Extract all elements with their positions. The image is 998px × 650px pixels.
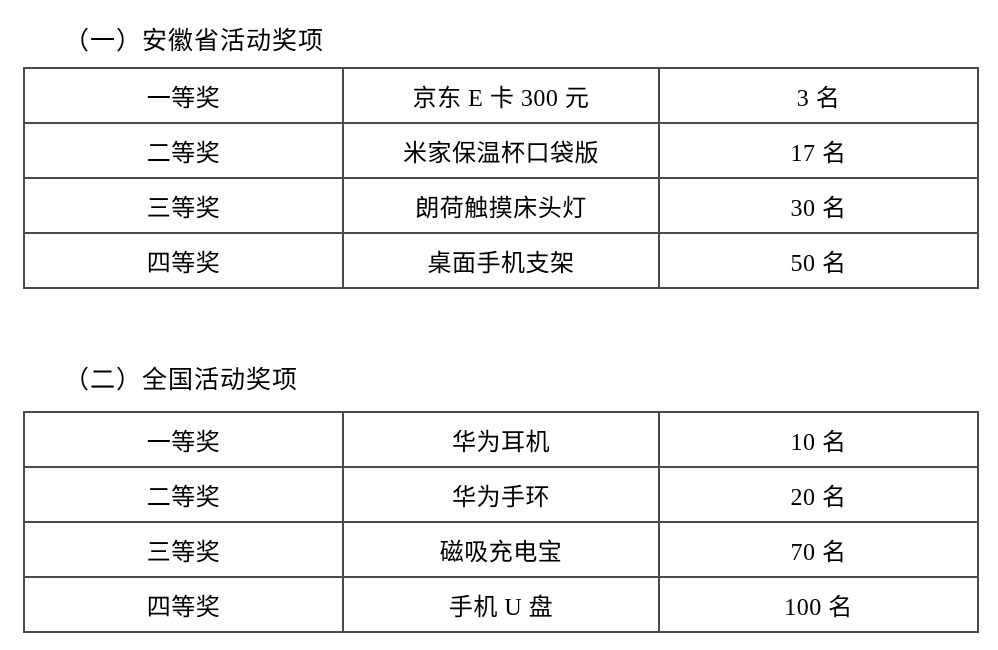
table-row: 一等奖 华为耳机 10 名	[23, 411, 979, 468]
quota-cell: 100 名	[658, 576, 979, 633]
table-row: 三等奖 磁吸充电宝 70 名	[23, 521, 979, 578]
rank-cell: 一等奖	[23, 411, 344, 468]
rank-cell: 一等奖	[23, 67, 344, 124]
table-row: 四等奖 手机 U 盘 100 名	[23, 576, 979, 633]
rank-cell: 三等奖	[23, 521, 344, 578]
table-row: 二等奖 华为手环 20 名	[23, 466, 979, 523]
prize-cell: 米家保温杯口袋版	[342, 122, 660, 179]
section-heading-anhui: （一）安徽省活动奖项	[64, 28, 325, 55]
prize-cell: 朗荷触摸床头灯	[342, 177, 660, 234]
prize-cell: 手机 U 盘	[342, 576, 660, 633]
table-row: 三等奖 朗荷触摸床头灯 30 名	[23, 177, 979, 234]
table-row: 一等奖 京东 E 卡 300 元 3 名	[23, 67, 979, 124]
rank-cell: 三等奖	[23, 177, 344, 234]
quota-cell: 17 名	[658, 122, 979, 179]
rank-cell: 二等奖	[23, 466, 344, 523]
quota-cell: 70 名	[658, 521, 979, 578]
awards-table-anhui: 一等奖 京东 E 卡 300 元 3 名 二等奖 米家保温杯口袋版 17 名 三…	[23, 67, 979, 289]
quota-cell: 20 名	[658, 466, 979, 523]
rank-cell: 四等奖	[23, 232, 344, 289]
quota-cell: 30 名	[658, 177, 979, 234]
prize-cell: 京东 E 卡 300 元	[342, 67, 660, 124]
rank-cell: 四等奖	[23, 576, 344, 633]
rank-cell: 二等奖	[23, 122, 344, 179]
quota-cell: 3 名	[658, 67, 979, 124]
prize-cell: 华为手环	[342, 466, 660, 523]
table-row: 二等奖 米家保温杯口袋版 17 名	[23, 122, 979, 179]
quota-cell: 10 名	[658, 411, 979, 468]
section-heading-national: （二）全国活动奖项	[64, 367, 299, 394]
prize-cell: 磁吸充电宝	[342, 521, 660, 578]
quota-cell: 50 名	[658, 232, 979, 289]
table-row: 四等奖 桌面手机支架 50 名	[23, 232, 979, 289]
prize-cell: 华为耳机	[342, 411, 660, 468]
awards-table-national: 一等奖 华为耳机 10 名 二等奖 华为手环 20 名 三等奖 磁吸充电宝 70…	[23, 411, 979, 633]
prize-cell: 桌面手机支架	[342, 232, 660, 289]
